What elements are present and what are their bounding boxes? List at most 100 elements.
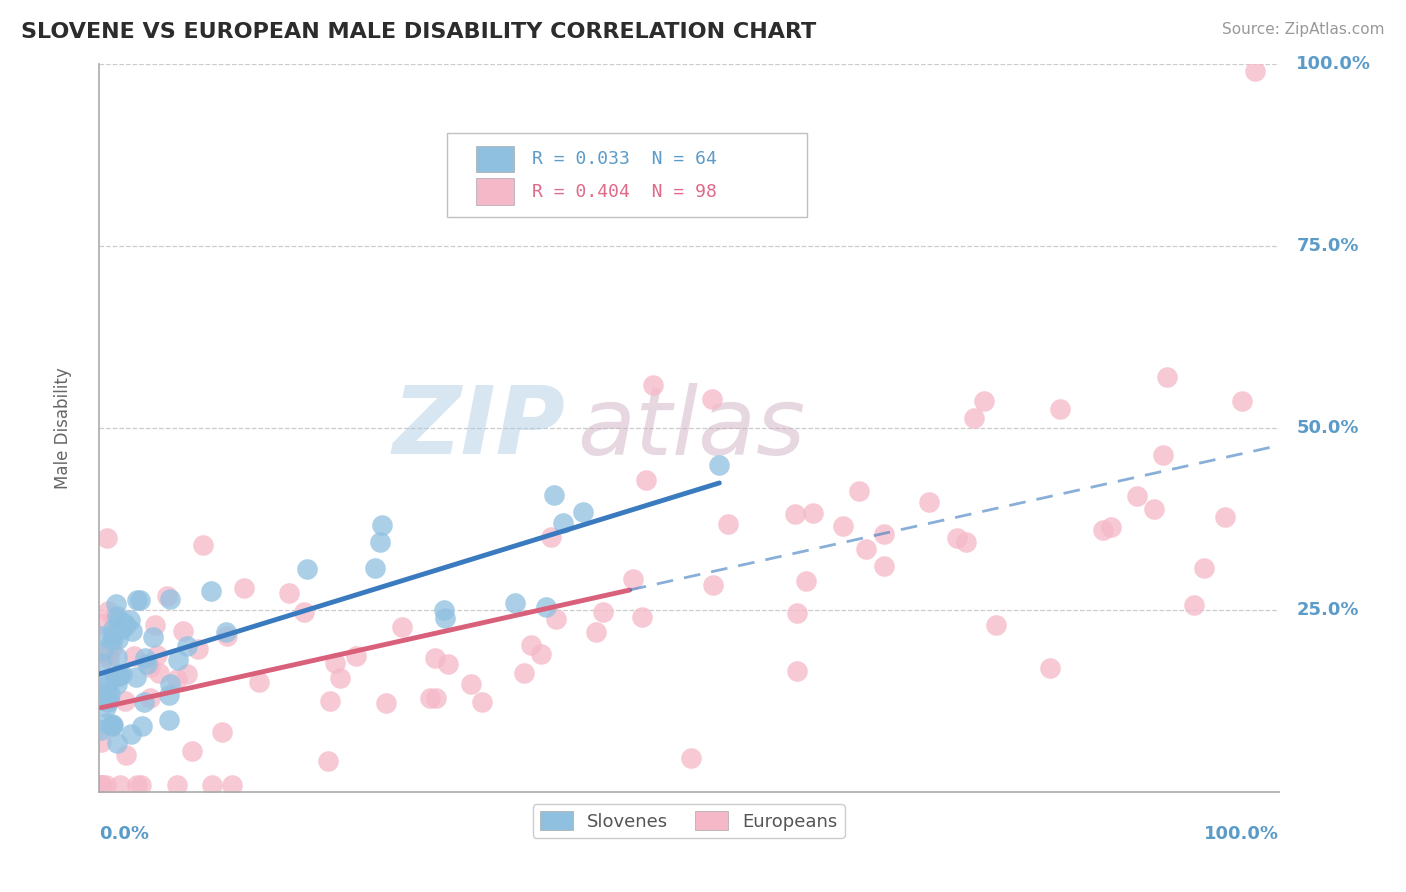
Point	[172, 624, 194, 638]
Point	[630, 610, 652, 624]
Point	[375, 697, 398, 711]
Point	[368, 535, 391, 549]
Point	[702, 578, 724, 592]
Point	[709, 458, 731, 472]
Point	[114, 694, 136, 708]
Point	[121, 624, 143, 639]
Text: 75.0%: 75.0%	[1296, 237, 1358, 255]
Point	[1244, 64, 1267, 78]
Point	[297, 562, 319, 576]
Point	[329, 672, 352, 686]
Point	[111, 666, 134, 681]
Point	[247, 674, 270, 689]
Point	[90, 656, 112, 670]
Point	[135, 657, 157, 671]
Point	[100, 632, 122, 647]
Point	[187, 642, 209, 657]
Point	[1092, 523, 1115, 537]
Point	[105, 649, 128, 664]
Point	[1049, 402, 1071, 417]
Point	[425, 651, 447, 665]
Point	[530, 648, 553, 662]
Text: Source: ZipAtlas.com: Source: ZipAtlas.com	[1222, 22, 1385, 37]
Point	[141, 630, 163, 644]
Point	[200, 584, 222, 599]
Point	[1099, 520, 1122, 534]
Point	[90, 629, 112, 643]
Point	[513, 666, 536, 681]
FancyBboxPatch shape	[447, 133, 807, 217]
Point	[211, 724, 233, 739]
Point	[319, 694, 342, 708]
Point	[973, 393, 995, 408]
Point	[157, 713, 180, 727]
Point	[984, 618, 1007, 632]
Point	[100, 719, 122, 733]
Point	[634, 473, 657, 487]
Point	[1213, 510, 1236, 524]
Point	[105, 736, 128, 750]
FancyBboxPatch shape	[477, 178, 515, 204]
Point	[107, 609, 129, 624]
Point	[159, 677, 181, 691]
Point	[101, 718, 124, 732]
Point	[437, 657, 460, 672]
Point	[232, 581, 254, 595]
Point	[946, 532, 969, 546]
Point	[371, 517, 394, 532]
Point	[90, 778, 112, 792]
Point	[134, 651, 156, 665]
Point	[97, 604, 120, 618]
Point	[90, 734, 112, 748]
Point	[520, 639, 543, 653]
Point	[503, 596, 526, 610]
Point	[129, 778, 152, 792]
Point	[122, 649, 145, 664]
Point	[94, 700, 117, 714]
Point	[1125, 490, 1147, 504]
Point	[108, 614, 131, 628]
Point	[97, 695, 120, 709]
Point	[108, 669, 131, 683]
Point	[156, 589, 179, 603]
Point	[955, 534, 977, 549]
Text: 100.0%: 100.0%	[1204, 825, 1278, 843]
Text: 100.0%: 100.0%	[1296, 55, 1371, 73]
Point	[855, 541, 877, 556]
Point	[1230, 394, 1253, 409]
Point	[585, 625, 607, 640]
Point	[103, 670, 125, 684]
Point	[90, 691, 112, 706]
Text: R = 0.404  N = 98: R = 0.404 N = 98	[531, 183, 717, 201]
Point	[143, 618, 166, 632]
Point	[201, 778, 224, 792]
Point	[125, 670, 148, 684]
Point	[166, 778, 188, 792]
Point	[460, 677, 482, 691]
Point	[832, 518, 855, 533]
Point	[112, 616, 135, 631]
Point	[643, 377, 665, 392]
Point	[166, 672, 188, 686]
Point	[873, 527, 896, 541]
Point	[107, 632, 129, 647]
Text: 0.0%: 0.0%	[98, 825, 149, 843]
Point	[108, 778, 131, 792]
Point	[1182, 599, 1205, 613]
Point	[94, 716, 117, 731]
Point	[391, 620, 413, 634]
Text: R = 0.033  N = 64: R = 0.033 N = 64	[531, 150, 717, 168]
Point	[90, 617, 112, 632]
Text: SLOVENE VS EUROPEAN MALE DISABILITY CORRELATION CHART: SLOVENE VS EUROPEAN MALE DISABILITY CORR…	[21, 22, 817, 42]
Point	[277, 586, 299, 600]
Point	[111, 622, 134, 636]
Point	[571, 505, 593, 519]
Text: atlas: atlas	[576, 383, 804, 474]
Point	[98, 687, 121, 701]
Point	[873, 559, 896, 574]
Point	[159, 591, 181, 606]
Point	[540, 530, 562, 544]
Point	[176, 667, 198, 681]
Point	[103, 609, 125, 624]
Point	[433, 611, 456, 625]
